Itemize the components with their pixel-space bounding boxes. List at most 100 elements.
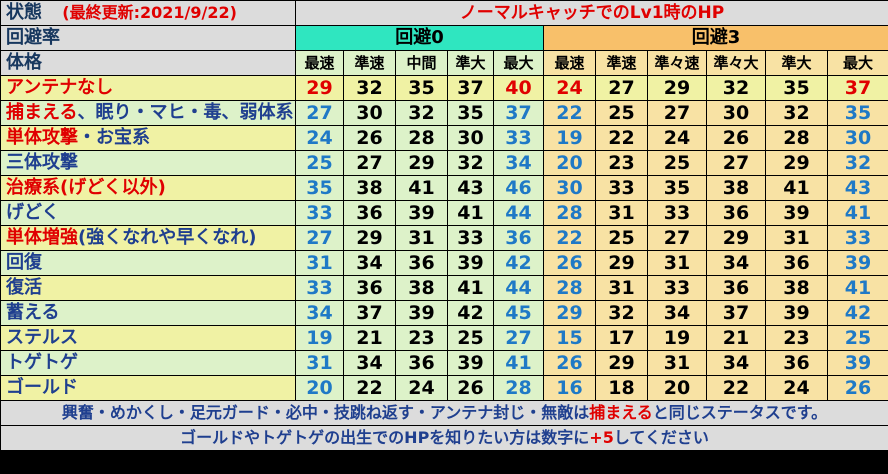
text-segment: 復活: [6, 277, 42, 298]
row-label: トゲトゲ: [0, 350, 296, 376]
hp-cell-evasion0: 35: [447, 100, 494, 126]
hp-cell-evasion0: 31: [295, 350, 344, 376]
hp-cell-evasion3: 21: [706, 325, 766, 351]
hp-cell-evasion3: 20: [543, 150, 596, 176]
text-segment: と同じステータスです。: [652, 403, 828, 422]
evasion-label: 回避率: [0, 25, 296, 51]
hp-cell-evasion3: 32: [765, 100, 828, 126]
hp-cell-evasion0: 33: [493, 125, 544, 151]
hp-cell-evasion0: 35: [295, 175, 344, 201]
hp-cell-evasion3: 19: [647, 325, 707, 351]
hp-cell-evasion0: 45: [493, 300, 544, 326]
hp-cell-evasion3: 35: [826, 100, 888, 126]
hp-cell-evasion0: 34: [493, 150, 544, 176]
column-header-evasion0: 最大: [493, 50, 544, 76]
hp-cell-evasion3: 26: [543, 350, 596, 376]
table-row: 単体攻撃・お宝系 24 26 28 30 33 19 22 24 26 28 30: [0, 125, 888, 151]
hp-cell-evasion3: 27: [706, 150, 766, 176]
hp-cell-evasion0: 19: [295, 325, 344, 351]
hp-cell-evasion3: 31: [647, 350, 707, 376]
hp-cell-evasion0: 31: [395, 225, 448, 251]
hp-cell-evasion3: 24: [543, 75, 596, 101]
hp-cell-evasion0: 27: [295, 100, 344, 126]
hp-cell-evasion3: 22: [543, 100, 596, 126]
table-row: 治療系(げどく以外) 35 38 41 43 46 30 33 35 38 41 43: [0, 175, 888, 201]
hp-cell-evasion3: 36: [706, 275, 766, 301]
hp-cell-evasion0: 41: [395, 175, 448, 201]
text-segment: ステルス: [6, 327, 78, 348]
column-header-evasion0: 中間: [395, 50, 448, 76]
row-label: 単体増強(強くなれや早くなれ): [0, 225, 296, 251]
text-segment: アンテナなし: [6, 77, 114, 98]
hp-cell-evasion3: 34: [706, 250, 766, 276]
column-header-evasion0: 準速: [343, 50, 396, 76]
hp-cell-evasion3: 35: [647, 175, 707, 201]
hp-cell-evasion3: 18: [595, 375, 648, 401]
hp-cell-evasion0: 27: [493, 325, 544, 351]
table-row: アンテナなし 29 32 35 37 40 24 27 29 32 35 37: [0, 75, 888, 101]
hp-cell-evasion3: 36: [765, 350, 828, 376]
hp-cell-evasion0: 32: [343, 75, 396, 101]
hp-cell-evasion3: 32: [595, 300, 648, 326]
hp-cell-evasion3: 36: [765, 250, 828, 276]
hp-cell-evasion3: 36: [706, 200, 766, 226]
row-label: 単体攻撃・お宝系: [0, 125, 296, 151]
hp-cell-evasion0: 40: [493, 75, 544, 101]
column-header-evasion3: 最速: [543, 50, 596, 76]
table-row: ゴールド 20 22 24 26 28 16 18 20 22 24 26: [0, 375, 888, 401]
hp-cell-evasion0: 24: [295, 125, 344, 151]
hp-cell-evasion0: 21: [343, 325, 396, 351]
hp-cell-evasion3: 30: [826, 125, 888, 151]
text-segment: (強くなれや早くなれ): [78, 227, 257, 248]
hp-cell-evasion3: 31: [595, 200, 648, 226]
row-label: ゴールド: [0, 375, 296, 401]
text-segment: げどく: [6, 202, 60, 223]
hp-cell-evasion0: 36: [395, 350, 448, 376]
hp-cell-evasion0: 33: [447, 225, 494, 251]
table-row: 蓄える 34 37 39 42 45 29 32 34 37 39 42: [0, 300, 888, 326]
hp-cell-evasion0: 36: [343, 275, 396, 301]
hp-cell-evasion3: 25: [826, 325, 888, 351]
hp-cell-evasion3: 22: [706, 375, 766, 401]
hp-cell-evasion0: 22: [343, 375, 396, 401]
hp-cell-evasion3: 24: [765, 375, 828, 401]
hp-cell-evasion3: 37: [706, 300, 766, 326]
text-segment: 三体攻撃: [6, 152, 78, 173]
hp-cell-evasion0: 38: [343, 175, 396, 201]
hp-cell-evasion0: 33: [295, 275, 344, 301]
hp-cell-evasion0: 36: [493, 225, 544, 251]
hp-cell-evasion0: 41: [493, 350, 544, 376]
hp-cell-evasion0: 36: [343, 200, 396, 226]
hp-cell-evasion3: 15: [543, 325, 596, 351]
table-row: トゲトゲ 31 34 36 39 41 26 29 31 34 36 39: [0, 350, 888, 376]
hp-cell-evasion3: 33: [595, 175, 648, 201]
hp-cell-evasion0: 42: [447, 300, 494, 326]
hp-table: 状態 (最終更新:2021/9/22) ノーマルキャッチでのLv1時のHP 回避…: [0, 0, 888, 451]
hp-cell-evasion0: 36: [395, 250, 448, 276]
text-segment: +5: [589, 428, 614, 447]
hp-cell-evasion0: 41: [447, 275, 494, 301]
hp-cell-evasion3: 28: [765, 125, 828, 151]
hp-cell-evasion3: 41: [826, 275, 888, 301]
row-label: 三体攻撃: [0, 150, 296, 176]
hp-cell-evasion0: 41: [447, 200, 494, 226]
hp-cell-evasion3: 34: [647, 300, 707, 326]
hp-cell-evasion3: 28: [543, 200, 596, 226]
table-row: 回復 31 34 36 39 42 26 29 31 34 36 39: [0, 250, 888, 276]
hp-cell-evasion3: 26: [826, 375, 888, 401]
hp-cell-evasion0: 26: [447, 375, 494, 401]
hp-cell-evasion3: 31: [647, 250, 707, 276]
hp-cell-evasion0: 29: [295, 75, 344, 101]
hp-cell-evasion0: 29: [343, 225, 396, 251]
hp-cell-evasion3: 32: [706, 75, 766, 101]
hp-cell-evasion3: 33: [826, 225, 888, 251]
column-header-evasion3: 準々大: [706, 50, 766, 76]
text-segment: 、眠り・マヒ・毒、弱体系: [77, 102, 294, 123]
hp-cell-evasion0: 37: [447, 75, 494, 101]
hp-cell-evasion3: 25: [595, 100, 648, 126]
evasion-0-header: 回避0: [295, 25, 544, 51]
hp-cell-evasion3: 33: [647, 200, 707, 226]
column-header-evasion3: 準大: [765, 50, 828, 76]
hp-cell-evasion3: 39: [765, 300, 828, 326]
hp-cell-evasion3: 30: [543, 175, 596, 201]
